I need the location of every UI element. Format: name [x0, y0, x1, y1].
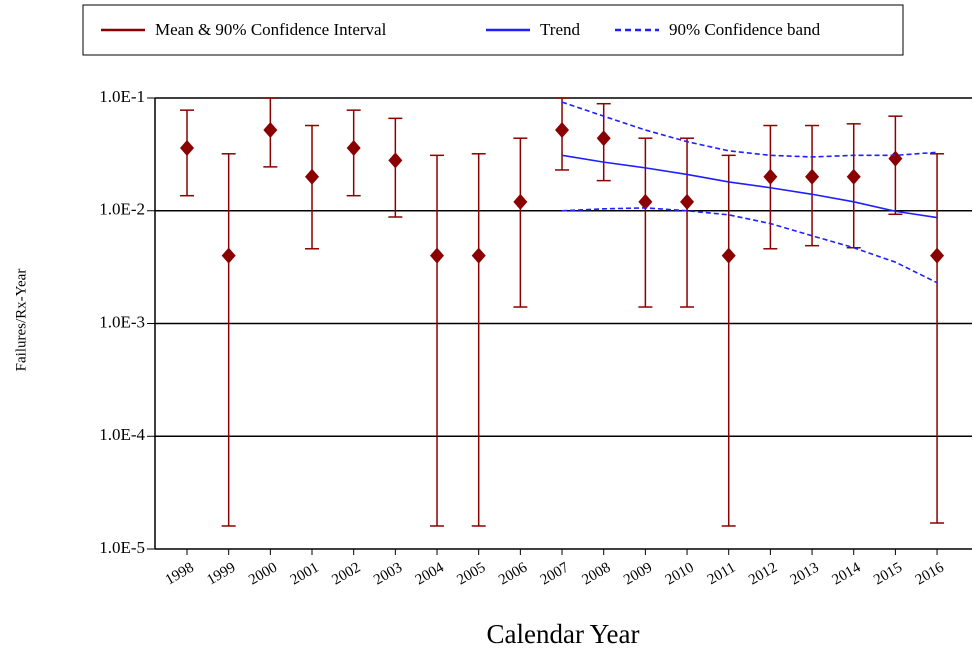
mean-marker — [513, 193, 528, 210]
x-tick-label: 2007 — [538, 559, 572, 588]
x-tick-label: 2004 — [413, 559, 447, 588]
y-tick-label: 1.0E-3 — [99, 312, 145, 331]
mean-marker — [888, 150, 903, 167]
error-bar — [430, 154, 445, 527]
mean-marker — [221, 247, 236, 264]
x-tick-label: 2003 — [371, 560, 405, 589]
x-tick-label: 2008 — [579, 560, 613, 589]
mean-marker — [680, 193, 695, 210]
y-tick-label: 1.0E-2 — [99, 200, 145, 219]
mean-marker — [805, 168, 820, 185]
mean-marker — [471, 247, 486, 264]
x-tick-label: 2013 — [788, 560, 822, 589]
x-tick-label: 2001 — [288, 560, 322, 589]
x-tick-label: 2016 — [913, 559, 947, 588]
error-bar — [805, 124, 820, 247]
error-bar — [721, 154, 736, 527]
y-tick-label: 1.0E-5 — [99, 538, 145, 557]
x-axis-label: Calendar Year — [487, 619, 640, 649]
legend-label: Mean & 90% Confidence Interval — [155, 20, 387, 39]
x-tick-label: 2014 — [829, 559, 863, 588]
legend-label: 90% Confidence band — [669, 20, 821, 39]
x-tick-label: 2005 — [454, 560, 488, 589]
x-tick-label: 2010 — [663, 560, 697, 589]
x-tick-label: 1998 — [163, 560, 197, 589]
error-bar — [513, 137, 528, 308]
mean-marker — [430, 247, 445, 264]
mean-marker — [846, 168, 861, 185]
x-tick-label: 2011 — [705, 560, 739, 589]
y-tick-label: 1.0E-1 — [99, 87, 145, 106]
error-bar — [846, 123, 861, 249]
x-tick-label: 2006 — [496, 559, 530, 588]
x-tick-label: 2012 — [746, 560, 780, 589]
error-bar — [930, 153, 945, 524]
mean-marker — [763, 168, 778, 185]
x-tick-label: 1999 — [204, 560, 238, 589]
legend-label: Trend — [540, 20, 580, 39]
error-bar — [221, 153, 236, 527]
mean-marker — [596, 130, 611, 147]
error-bar — [305, 124, 320, 250]
x-tick-label: 2000 — [246, 560, 280, 589]
band-line — [561, 207, 938, 284]
mean-marker — [930, 247, 945, 264]
error-bar — [471, 153, 486, 527]
y-axis-label: Failures/Rx-Year — [13, 269, 29, 372]
band-line — [561, 101, 938, 158]
y-tick-label: 1.0E-4 — [99, 425, 145, 444]
mean-marker — [555, 122, 570, 139]
error-bar — [638, 137, 653, 308]
x-tick-label: 2002 — [329, 560, 363, 589]
x-tick-label: 2015 — [871, 560, 905, 589]
mean-marker — [305, 168, 320, 185]
trend-line — [561, 154, 938, 219]
mean-marker — [388, 152, 403, 169]
mean-marker — [263, 122, 278, 139]
mean-marker — [180, 140, 194, 157]
mean-marker — [346, 140, 361, 157]
x-tick-label: 2009 — [621, 560, 655, 589]
error-bar — [680, 137, 695, 308]
mean-marker — [638, 193, 653, 210]
mean-marker — [721, 247, 736, 264]
